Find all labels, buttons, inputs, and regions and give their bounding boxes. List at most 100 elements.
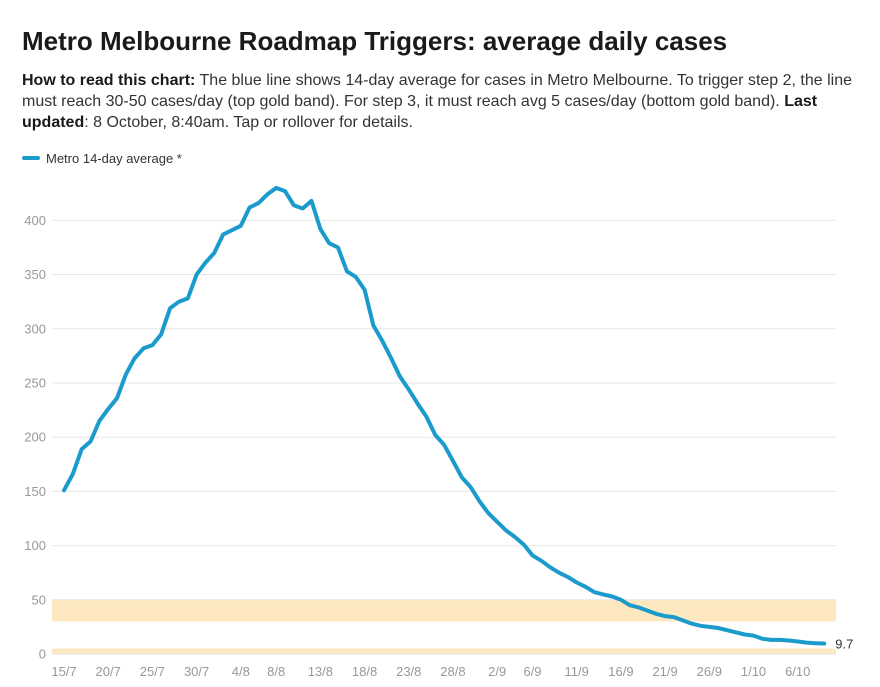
data-point (248, 205, 252, 209)
data-point (548, 565, 552, 569)
x-tick-label: 6/9 (523, 664, 541, 679)
data-point (407, 388, 411, 392)
data-point (796, 640, 800, 644)
data-point (672, 615, 676, 619)
data-point (274, 186, 278, 190)
data-point (389, 356, 393, 360)
data-point (495, 520, 499, 524)
y-tick-label: 350 (24, 267, 46, 282)
y-tick-label: 250 (24, 376, 46, 391)
data-point (566, 575, 570, 579)
x-tick-label: 1/10 (741, 664, 766, 679)
data-point (469, 485, 473, 489)
data-point (115, 396, 119, 400)
x-tick-label: 15/7 (51, 664, 76, 679)
x-tick-label: 8/8 (267, 664, 285, 679)
data-point (451, 459, 455, 463)
data-point (398, 374, 402, 378)
data-point (707, 625, 711, 629)
data-point (681, 618, 685, 622)
data-point (106, 407, 110, 411)
data-point (769, 638, 773, 642)
data-point (283, 189, 287, 193)
data-point (743, 632, 747, 636)
y-tick-label: 300 (24, 321, 46, 336)
y-axis-ticks: 0 50 100 150 200 250 300 350 400 (24, 213, 46, 662)
trigger-band-2 (52, 648, 836, 654)
data-point (310, 199, 314, 203)
y-tick-label: 100 (24, 538, 46, 553)
y-tick-label: 400 (24, 213, 46, 228)
chart-legend[interactable]: Metro 14-day average * (22, 148, 182, 168)
data-point (424, 415, 428, 419)
data-point (460, 475, 464, 479)
data-point (230, 228, 234, 232)
data-point (584, 585, 588, 589)
howto-text: The blue line shows 14-day average for c… (22, 72, 853, 110)
data-point (778, 638, 782, 642)
x-tick-label: 26/9 (697, 664, 722, 679)
trigger-band-1 (52, 599, 836, 622)
data-point (256, 201, 260, 205)
gridlines (52, 219, 836, 655)
y-tick-label: 50 (32, 592, 46, 607)
data-point (725, 628, 729, 632)
data-point (805, 641, 809, 645)
data-point (380, 339, 384, 343)
data-point (557, 571, 561, 575)
data-point (345, 269, 349, 273)
x-tick-label: 4/8 (232, 664, 250, 679)
x-tick-label: 6/10 (785, 664, 810, 679)
x-tick-label: 13/8 (308, 664, 333, 679)
data-point (265, 192, 269, 196)
chart-title: Metro Melbourne Roadmap Triggers: averag… (22, 26, 728, 56)
data-point (698, 624, 702, 628)
data-point (531, 553, 535, 557)
x-tick-label: 28/8 (440, 664, 465, 679)
data-point (142, 346, 146, 350)
data-point (654, 612, 658, 616)
data-point (787, 638, 791, 642)
data-point (416, 402, 420, 406)
data-point (734, 630, 738, 634)
data-point (133, 356, 137, 360)
data-point (504, 528, 508, 532)
data-point (442, 443, 446, 447)
y-tick-label: 200 (24, 430, 46, 445)
data-point (80, 447, 84, 451)
updated-text: : 8 October, 8:40am. Tap or rollover for… (84, 114, 413, 131)
x-tick-label: 16/9 (608, 664, 633, 679)
data-point (150, 343, 154, 347)
data-point (752, 634, 756, 638)
series-line-metro (62, 185, 827, 646)
data-point (645, 609, 649, 613)
data-point (239, 224, 243, 228)
trigger-bands (52, 599, 836, 654)
data-point (592, 590, 596, 594)
data-point (477, 499, 481, 503)
data-point (575, 580, 579, 584)
data-point (168, 306, 172, 310)
x-tick-label: 18/8 (352, 664, 377, 679)
data-point (371, 324, 375, 328)
x-tick-label: 23/8 (396, 664, 421, 679)
data-point (212, 251, 216, 255)
x-tick-label: 25/7 (140, 664, 165, 679)
legend-label-metro: Metro 14-day average * (46, 150, 182, 166)
data-point (690, 622, 694, 626)
x-tick-label: 11/9 (565, 664, 589, 679)
x-tick-label: 30/7 (184, 664, 209, 679)
y-tick-label: 0 (39, 647, 46, 662)
data-point (221, 232, 225, 236)
data-point (760, 637, 764, 641)
data-point (186, 296, 190, 300)
data-point (203, 261, 207, 265)
data-point (619, 598, 623, 602)
updated-label: Last updated (22, 93, 818, 131)
howto-label: How to read this chart: (22, 72, 196, 89)
data-point (637, 605, 641, 609)
data-point (97, 419, 101, 423)
data-point (363, 288, 367, 292)
legend-swatch-metro (22, 156, 40, 160)
